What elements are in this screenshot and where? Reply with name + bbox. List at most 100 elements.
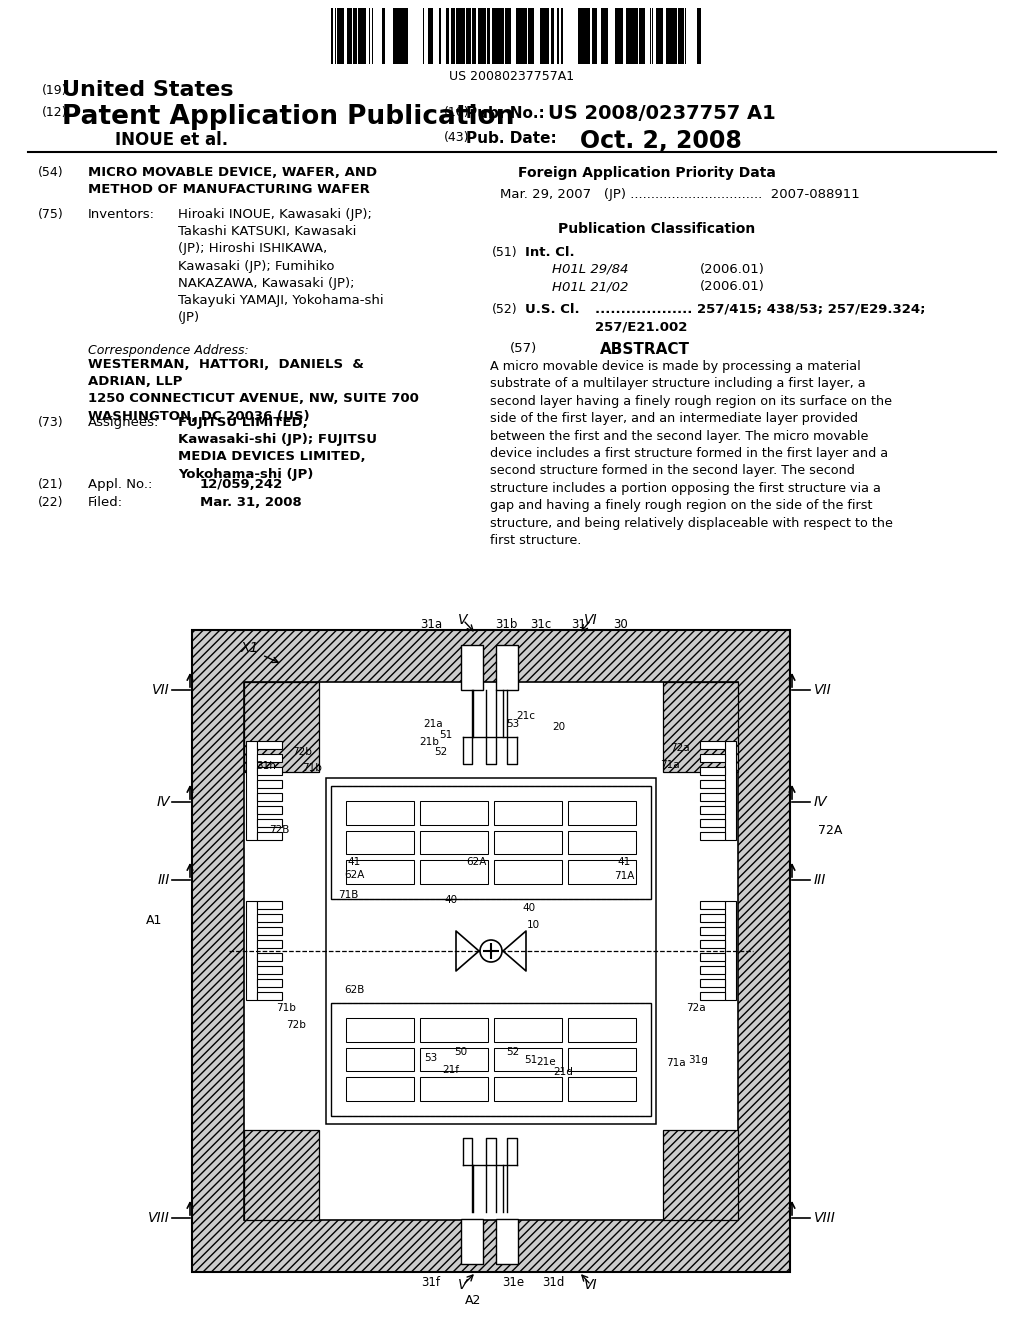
Bar bbox=[518, 8, 524, 63]
Text: ABSTRACT: ABSTRACT bbox=[600, 342, 690, 356]
Bar bbox=[246, 741, 257, 840]
Bar bbox=[492, 8, 504, 63]
Bar bbox=[257, 754, 282, 762]
Text: 72A: 72A bbox=[818, 824, 843, 837]
Bar bbox=[725, 741, 736, 840]
Text: Hiroaki INOUE, Kawasaki (JP);
Takashi KATSUKI, Kawasaki
(JP); Hiroshi ISHIKAWA,
: Hiroaki INOUE, Kawasaki (JP); Takashi KA… bbox=[178, 209, 384, 325]
Text: 41: 41 bbox=[617, 857, 631, 867]
Text: FUJITSU LIMITED,
Kawasaki-shi (JP); FUJITSU
MEDIA DEVICES LIMITED,
Yokohama-shi : FUJITSU LIMITED, Kawasaki-shi (JP); FUJI… bbox=[178, 416, 377, 480]
Text: 71a: 71a bbox=[667, 1059, 686, 1068]
Bar bbox=[578, 8, 581, 63]
Text: 51: 51 bbox=[439, 730, 453, 741]
Bar bbox=[568, 1077, 636, 1101]
Text: 21f: 21f bbox=[442, 1065, 460, 1074]
Bar bbox=[346, 801, 414, 825]
Bar bbox=[626, 8, 628, 63]
Text: (12): (12) bbox=[42, 106, 68, 119]
Text: A micro movable device is made by processing a material
substrate of a multilaye: A micro movable device is made by proces… bbox=[490, 360, 893, 546]
Bar bbox=[543, 8, 549, 63]
Text: 31b: 31b bbox=[495, 619, 517, 631]
Text: U.S. Cl.: U.S. Cl. bbox=[525, 304, 580, 315]
Text: 72B: 72B bbox=[269, 825, 289, 836]
Bar bbox=[257, 913, 282, 921]
Bar bbox=[393, 8, 397, 63]
Bar bbox=[361, 8, 362, 63]
Bar bbox=[700, 832, 725, 840]
Text: US 20080237757A1: US 20080237757A1 bbox=[450, 70, 574, 83]
Bar bbox=[616, 8, 621, 63]
Text: III: III bbox=[814, 873, 826, 887]
Text: VIII: VIII bbox=[148, 1210, 170, 1225]
Text: 50: 50 bbox=[455, 1047, 468, 1057]
Text: (2006.01): (2006.01) bbox=[700, 280, 765, 293]
Text: VIII: VIII bbox=[814, 1210, 836, 1225]
Bar bbox=[700, 818, 725, 826]
Text: Appl. No.:: Appl. No.: bbox=[88, 478, 153, 491]
Text: (21): (21) bbox=[38, 478, 63, 491]
Bar bbox=[420, 1018, 488, 1041]
Text: IV: IV bbox=[157, 795, 170, 809]
Text: WESTERMAN,  HATTORI,  DANIELS  &
ADRIAN, LLP
1250 CONNECTICUT AVENUE, NW, SUITE : WESTERMAN, HATTORI, DANIELS & ADRIAN, LL… bbox=[88, 358, 419, 422]
Bar bbox=[346, 830, 414, 854]
Text: 31: 31 bbox=[571, 619, 587, 631]
Bar bbox=[561, 8, 563, 63]
Bar bbox=[257, 767, 282, 775]
Bar bbox=[725, 900, 736, 999]
Bar bbox=[700, 991, 725, 999]
Bar bbox=[700, 965, 725, 974]
Bar bbox=[257, 805, 282, 813]
Text: 52: 52 bbox=[507, 1047, 519, 1057]
Text: 10: 10 bbox=[526, 920, 540, 931]
Bar bbox=[326, 777, 656, 1125]
Bar bbox=[700, 780, 725, 788]
Bar bbox=[257, 953, 282, 961]
Bar bbox=[257, 978, 282, 986]
Text: Mar. 29, 2007   (JP) ................................  2007-088911: Mar. 29, 2007 (JP) .....................… bbox=[500, 187, 860, 201]
Text: 62A: 62A bbox=[344, 870, 365, 880]
Text: H01L 21/02: H01L 21/02 bbox=[552, 280, 629, 293]
Text: 21a: 21a bbox=[423, 719, 442, 729]
Bar bbox=[494, 801, 562, 825]
Bar bbox=[496, 1218, 518, 1265]
Text: (19): (19) bbox=[42, 84, 68, 96]
Bar bbox=[402, 8, 406, 63]
Bar bbox=[551, 8, 554, 63]
Bar bbox=[193, 630, 790, 1272]
Text: 72a: 72a bbox=[670, 743, 690, 752]
Text: 71b: 71b bbox=[302, 763, 322, 774]
Text: 31f: 31f bbox=[422, 1276, 440, 1290]
Bar bbox=[568, 1018, 636, 1041]
Bar bbox=[529, 8, 532, 63]
Bar bbox=[364, 8, 366, 63]
Text: (57): (57) bbox=[510, 342, 538, 355]
Text: VI: VI bbox=[584, 612, 598, 627]
Text: 52: 52 bbox=[434, 747, 447, 756]
Text: (10): (10) bbox=[444, 106, 470, 119]
Bar bbox=[331, 1003, 651, 1115]
Bar bbox=[257, 991, 282, 999]
Bar bbox=[494, 1077, 562, 1101]
Bar bbox=[480, 8, 484, 63]
Text: Mar. 31, 2008: Mar. 31, 2008 bbox=[200, 496, 302, 510]
Bar bbox=[244, 682, 319, 772]
Text: 21c: 21c bbox=[516, 711, 536, 721]
Bar bbox=[257, 927, 282, 935]
Text: 71a: 71a bbox=[660, 760, 680, 770]
Text: (43): (43) bbox=[444, 131, 469, 144]
Text: (22): (22) bbox=[38, 496, 63, 510]
Text: VI: VI bbox=[584, 1278, 598, 1292]
Bar bbox=[505, 8, 511, 63]
Bar bbox=[700, 913, 725, 921]
Bar bbox=[700, 792, 725, 800]
Text: (2006.01): (2006.01) bbox=[700, 263, 765, 276]
Bar bbox=[663, 682, 738, 772]
Bar bbox=[700, 978, 725, 986]
Text: Correspondence Address:: Correspondence Address: bbox=[88, 345, 249, 356]
Text: 21b: 21b bbox=[419, 737, 439, 747]
Bar bbox=[640, 8, 645, 63]
Text: A2: A2 bbox=[465, 1294, 481, 1307]
Bar bbox=[700, 953, 725, 961]
Bar bbox=[257, 741, 282, 748]
Bar bbox=[257, 832, 282, 840]
Bar bbox=[494, 1048, 562, 1072]
